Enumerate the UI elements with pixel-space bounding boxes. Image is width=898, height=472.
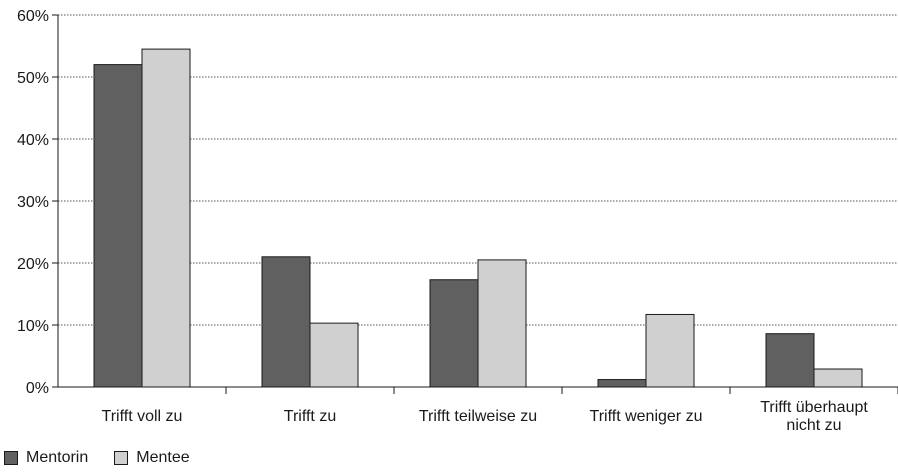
y-tick-label: 50% bbox=[17, 70, 49, 87]
y-tick-label: 0% bbox=[26, 380, 49, 397]
x-axis bbox=[57, 15, 898, 394]
x-axis-labels: Trifft voll zu Trifft zu Trifft teilweise … bbox=[102, 399, 869, 434]
y-tick-label: 60% bbox=[17, 8, 49, 25]
legend-label-mentorin: Mentorin bbox=[26, 449, 89, 466]
y-axis-ticks: 0% 10% 20% 30% 40% 50% 60% bbox=[17, 8, 58, 397]
y-tick-label: 30% bbox=[17, 194, 49, 211]
bar-mentorin bbox=[93, 64, 143, 388]
bar-mentee bbox=[309, 322, 359, 388]
x-category-label: Trifft voll zu bbox=[102, 408, 183, 425]
bar-mentorin bbox=[261, 256, 311, 388]
bar-mentee bbox=[141, 48, 191, 388]
bars bbox=[93, 48, 863, 388]
x-category-label: Trifft zu bbox=[284, 408, 336, 425]
y-tick-label: 20% bbox=[17, 256, 49, 273]
legend: Mentorin Mentee bbox=[4, 449, 190, 467]
legend-item-mentee: Mentee bbox=[114, 449, 190, 467]
y-tick-label: 40% bbox=[17, 132, 49, 149]
legend-swatch-mentee bbox=[114, 451, 129, 465]
bar-mentee bbox=[645, 313, 695, 388]
bar-mentee bbox=[813, 368, 863, 388]
bar-mentorin bbox=[597, 379, 647, 388]
legend-item-mentorin: Mentorin bbox=[4, 449, 88, 467]
legend-swatch-mentorin bbox=[4, 451, 18, 465]
legend-label-mentee: Mentee bbox=[136, 449, 190, 466]
x-category-label: Trifft teilweise zu bbox=[419, 408, 537, 425]
y-tick-label: 10% bbox=[17, 318, 49, 335]
x-category-label: Trifft weniger zu bbox=[590, 408, 703, 425]
bar-mentorin bbox=[429, 279, 479, 388]
x-category-label: Trifft überhaupt nicht zu bbox=[760, 399, 868, 434]
bar-mentee bbox=[477, 259, 527, 388]
bar-mentorin bbox=[765, 333, 815, 388]
